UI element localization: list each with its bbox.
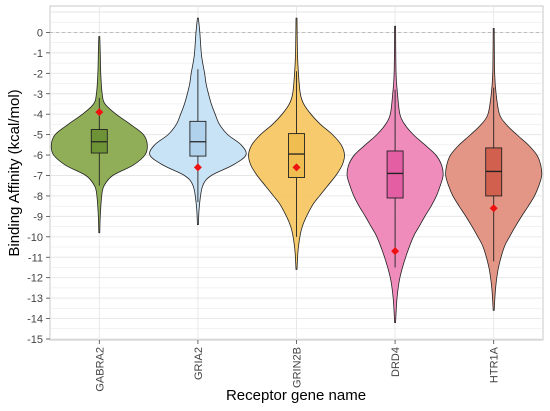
x-axis-title: Receptor gene name: [226, 387, 366, 404]
y-tick-label: -1: [33, 48, 43, 60]
y-tick-label: -4: [33, 109, 43, 121]
x-tick-label-gria2: GRIA2: [193, 347, 205, 380]
y-axis-ticks: 0 -1 -2 -3 -4 -5 -6 -7 -8 -9 -10 -11 -12 -13 -14 -15: [27, 27, 50, 346]
box-grin2b: [288, 133, 305, 178]
highlight-marker-gabra2: [95, 108, 104, 117]
highlight-marker-drd4: [391, 247, 400, 256]
boxplots: [90, 69, 503, 268]
highlight-marker-grin2b: [292, 163, 301, 172]
y-axis-title: Binding Affinity (kcal/mol): [6, 89, 23, 256]
x-tick-label-htr1a: HTR1A: [489, 346, 501, 383]
y-tick-label: -5: [33, 130, 43, 142]
y-tick-label: -7: [33, 171, 43, 183]
y-tick-label: -12: [27, 273, 43, 285]
x-tick-label-gabra2: GABRA2: [94, 347, 106, 392]
y-tick-label: -14: [27, 314, 43, 326]
y-tick-label: -15: [27, 334, 43, 346]
y-tick-label: 0: [37, 27, 43, 39]
box-gria2: [189, 120, 207, 157]
y-tick-label: -6: [33, 150, 43, 162]
x-tick-label-drd4: DRD4: [390, 347, 402, 377]
highlight-marker-htr1a: [489, 204, 498, 213]
x-tick-label-grin2b: GRIN2B: [292, 347, 304, 388]
highlight-markers: [95, 108, 498, 256]
y-tick-label: -13: [27, 293, 43, 305]
y-tick-label: -2: [33, 68, 43, 80]
box-drd4: [386, 150, 404, 199]
highlight-marker-gria2: [193, 163, 202, 172]
y-tick-label: -10: [27, 232, 43, 244]
y-tick-label: -9: [33, 211, 43, 223]
y-tick-label: -8: [33, 191, 43, 203]
y-tick-label: -3: [33, 89, 43, 101]
y-tick-label: -11: [28, 252, 43, 264]
x-axis-ticks: GABRA2 GRIA2 GRIN2B DRD4 HTR1A: [94, 340, 501, 392]
